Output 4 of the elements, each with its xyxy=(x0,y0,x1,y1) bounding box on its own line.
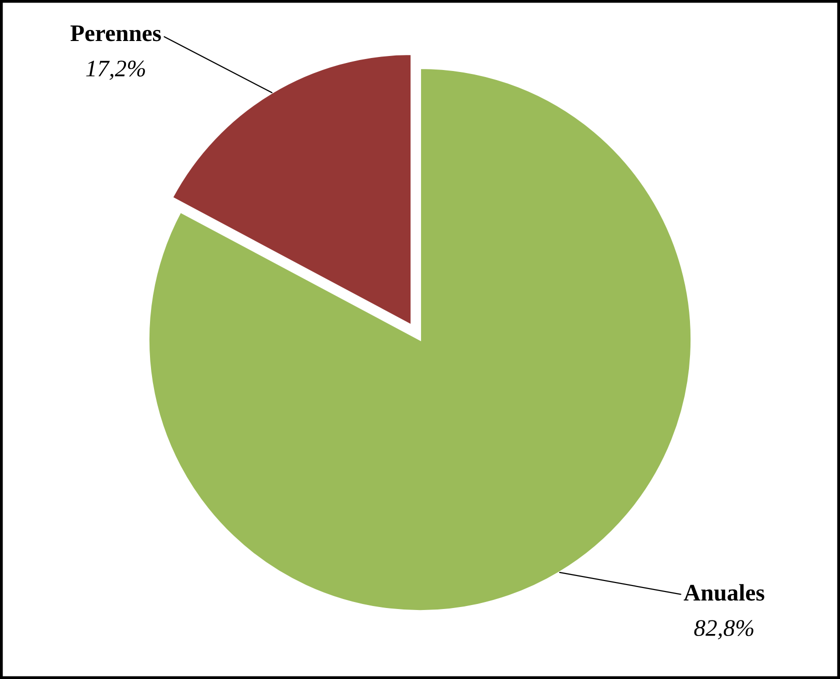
slice-label: Perennes xyxy=(70,26,161,42)
data-label: 82,8% xyxy=(694,620,754,640)
data-label: 17,2% xyxy=(86,60,145,80)
slice-label: Anuales xyxy=(684,584,764,601)
